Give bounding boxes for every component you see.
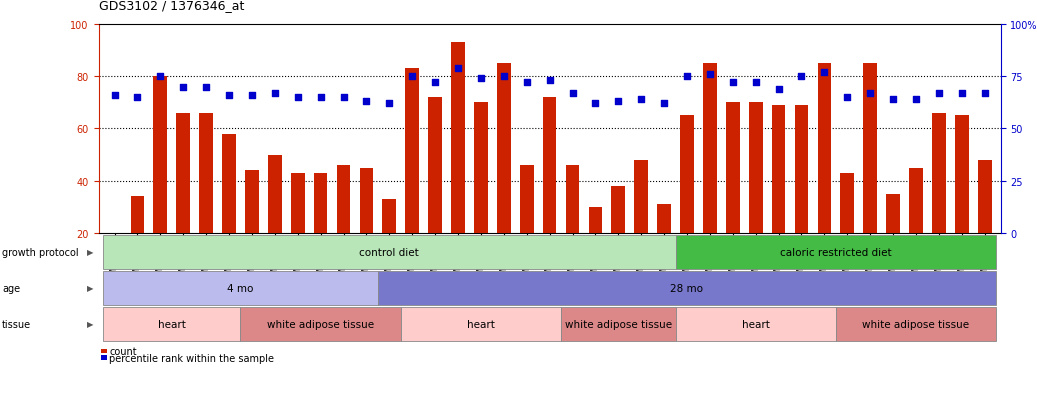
Point bbox=[106, 93, 122, 99]
Point bbox=[907, 97, 924, 103]
Text: percentile rank within the sample: percentile rank within the sample bbox=[109, 353, 275, 363]
Point bbox=[748, 80, 764, 86]
Bar bbox=[405, 69, 419, 233]
Bar bbox=[955, 116, 969, 233]
Bar bbox=[817, 64, 832, 233]
Bar bbox=[153, 77, 167, 233]
Point bbox=[518, 80, 535, 86]
Point bbox=[175, 84, 192, 91]
Text: control diet: control diet bbox=[360, 247, 419, 257]
Point bbox=[358, 99, 374, 105]
Point bbox=[930, 90, 947, 97]
Bar bbox=[932, 114, 946, 233]
Point bbox=[267, 90, 283, 97]
Bar bbox=[772, 106, 785, 233]
Point bbox=[541, 78, 558, 84]
Bar bbox=[565, 166, 580, 233]
Bar bbox=[635, 160, 648, 233]
Text: white adipose tissue: white adipose tissue bbox=[565, 319, 672, 329]
Point bbox=[130, 95, 146, 101]
Point bbox=[655, 101, 672, 107]
Bar bbox=[245, 171, 259, 233]
Text: heart: heart bbox=[467, 319, 495, 329]
Point bbox=[610, 99, 626, 105]
Bar bbox=[726, 103, 739, 233]
Point bbox=[221, 93, 237, 99]
Point bbox=[816, 69, 833, 76]
Bar bbox=[520, 166, 534, 233]
Point bbox=[312, 95, 329, 101]
Text: count: count bbox=[109, 347, 137, 356]
Bar bbox=[864, 64, 877, 233]
Text: heart: heart bbox=[158, 319, 186, 329]
Bar bbox=[840, 173, 854, 233]
Point bbox=[289, 95, 306, 101]
Bar bbox=[474, 103, 487, 233]
Text: white adipose tissue: white adipose tissue bbox=[863, 319, 970, 329]
Bar bbox=[680, 116, 694, 233]
Bar bbox=[131, 197, 144, 233]
Point bbox=[678, 74, 695, 80]
Point bbox=[633, 97, 649, 103]
Text: tissue: tissue bbox=[2, 319, 31, 329]
Bar bbox=[337, 166, 351, 233]
Bar bbox=[497, 64, 510, 233]
Bar bbox=[222, 134, 235, 233]
Point bbox=[381, 101, 397, 107]
Text: caloric restricted diet: caloric restricted diet bbox=[780, 247, 892, 257]
Point bbox=[564, 90, 581, 97]
Point bbox=[953, 90, 970, 97]
Text: ▶: ▶ bbox=[87, 284, 93, 293]
Bar bbox=[794, 106, 809, 233]
Bar bbox=[451, 43, 465, 233]
Bar bbox=[978, 160, 991, 233]
Point bbox=[244, 93, 260, 99]
Point bbox=[450, 65, 467, 72]
Point bbox=[725, 80, 741, 86]
Text: 4 mo: 4 mo bbox=[227, 283, 254, 293]
Bar bbox=[703, 64, 717, 233]
Text: GDS3102 / 1376346_at: GDS3102 / 1376346_at bbox=[99, 0, 244, 12]
Point bbox=[152, 74, 169, 80]
Bar bbox=[360, 168, 373, 233]
Point bbox=[335, 95, 352, 101]
Text: age: age bbox=[2, 283, 20, 293]
Text: ▶: ▶ bbox=[87, 320, 93, 329]
Point bbox=[702, 71, 719, 78]
Bar bbox=[268, 155, 282, 233]
Bar bbox=[589, 207, 602, 233]
Bar bbox=[199, 114, 213, 233]
Point bbox=[977, 90, 993, 97]
Point bbox=[862, 90, 878, 97]
Point bbox=[427, 80, 444, 86]
Point bbox=[770, 86, 787, 93]
Point bbox=[885, 97, 901, 103]
Text: heart: heart bbox=[741, 319, 769, 329]
Point bbox=[404, 74, 421, 80]
Point bbox=[496, 74, 512, 80]
Bar bbox=[887, 194, 900, 233]
Text: white adipose tissue: white adipose tissue bbox=[268, 319, 374, 329]
Bar bbox=[314, 173, 328, 233]
Bar bbox=[383, 199, 396, 233]
Point bbox=[587, 101, 604, 107]
Bar bbox=[749, 103, 762, 233]
Point bbox=[198, 84, 215, 91]
Bar bbox=[612, 186, 625, 233]
Text: ▶: ▶ bbox=[87, 248, 93, 257]
Bar bbox=[909, 168, 923, 233]
Bar bbox=[657, 205, 671, 233]
Text: growth protocol: growth protocol bbox=[2, 247, 79, 257]
Bar bbox=[428, 98, 442, 233]
Point bbox=[839, 95, 856, 101]
Point bbox=[793, 74, 810, 80]
Bar bbox=[290, 173, 305, 233]
Bar bbox=[542, 98, 557, 233]
Bar bbox=[176, 114, 190, 233]
Point bbox=[473, 76, 489, 82]
Text: 28 mo: 28 mo bbox=[671, 283, 703, 293]
